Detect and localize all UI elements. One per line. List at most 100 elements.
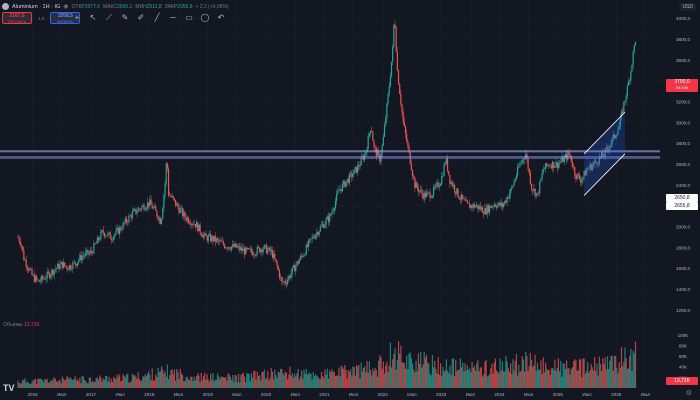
candle-body [87, 250, 89, 255]
horizontal-line-icon[interactable]: ─ [170, 13, 176, 22]
volume-bar [217, 373, 219, 388]
volume-bar [193, 376, 195, 388]
volume-bar [511, 374, 513, 388]
candle-body [360, 157, 362, 166]
candle-body [545, 163, 547, 169]
volume-bar [355, 364, 358, 388]
volume-bar [631, 370, 633, 388]
candle-body [407, 141, 409, 146]
symbol-title[interactable]: Aluminium · 1Н · IG [12, 3, 61, 10]
volume-bar [165, 376, 167, 388]
volume-bar [276, 378, 278, 388]
candle-body [589, 164, 591, 169]
candle-body [263, 245, 265, 249]
volume-bar [424, 357, 426, 388]
volume-bar [326, 368, 328, 388]
candle-body [253, 254, 255, 256]
candle-body [511, 187, 513, 189]
volume-bar [343, 368, 345, 388]
plus-icon[interactable]: + [74, 13, 80, 22]
candle-body [343, 180, 345, 184]
volume-bar [215, 379, 218, 388]
candle-body [632, 51, 634, 65]
volume-bar [375, 369, 377, 388]
candle-body [206, 235, 208, 241]
volume-bar [390, 367, 393, 388]
horizontal-levels[interactable] [0, 150, 660, 159]
volume-bar [247, 373, 249, 388]
candle-body [439, 183, 442, 186]
volume-bar [284, 371, 286, 388]
volume-bar [431, 355, 433, 388]
line-icon[interactable]: ╱ [154, 13, 160, 22]
candle-body [134, 208, 136, 210]
candle-body [183, 212, 185, 217]
time-axis[interactable]: 2016 Июл 2017 Июл 2018 Июл 2019 Июл 2020 Июл 2021 И… [27, 392, 650, 397]
tradingview-logo[interactable]: TV [3, 383, 15, 393]
volume-bar [434, 360, 436, 388]
candle-body [575, 175, 577, 179]
drawing-toolbar: + ↖ ⟋ ✎ ✐ ╱ ─ ▭ ◯ ↶ [72, 13, 226, 23]
volume-legend-value: 13,72K [23, 322, 40, 328]
volume-bar [497, 372, 499, 388]
candle-body [421, 189, 423, 194]
candle-body [552, 161, 554, 169]
volume-bar [559, 371, 561, 388]
volume-bar [344, 364, 346, 388]
candle-body [329, 214, 331, 222]
eye-icon[interactable]: ◉ [63, 4, 69, 10]
volume-bar [90, 382, 93, 388]
brush-icon[interactable]: ✎ [121, 13, 129, 22]
volume-bar [306, 374, 309, 388]
volume-bar [522, 359, 525, 388]
volume-bar [171, 369, 173, 388]
sell-button[interactable]: 2167,5 ПРОДАТЬ [2, 12, 32, 24]
candle-body [29, 268, 31, 271]
candle-body [150, 199, 152, 205]
volume-bar [381, 368, 383, 388]
candle-body [215, 238, 218, 242]
candle-body [538, 192, 540, 194]
volume-bar [180, 373, 183, 388]
candle-body [547, 165, 549, 167]
volume-bar [81, 375, 83, 388]
curve-icon[interactable]: ↶ [217, 13, 225, 22]
volume-bar [456, 371, 458, 388]
gear-icon[interactable]: ⚙ [685, 390, 692, 397]
candle-body [210, 234, 212, 242]
buy-button[interactable]: 1558,5 КУПИТЬ [50, 12, 81, 24]
ellipse-icon[interactable]: ◯ [200, 13, 210, 22]
currency-selector[interactable]: USD [679, 3, 696, 11]
symbol-legend[interactable]: Aluminium · 1Н · IG ◉ ОТКР2577,6 МАКС295… [2, 1, 229, 12]
volume-bar [228, 374, 230, 388]
candle-body [446, 158, 449, 171]
rectangle-icon[interactable]: ▭ [185, 13, 193, 22]
pencil-icon[interactable]: ✐ [137, 13, 145, 22]
candle-body [601, 152, 603, 158]
volume-bar [240, 375, 242, 388]
candle-body [177, 203, 179, 208]
volume-bar [280, 368, 282, 388]
candle-body [567, 152, 569, 160]
candle-body [320, 225, 323, 227]
volume-bar [564, 369, 567, 388]
cursor-icon[interactable]: ↖ [89, 13, 97, 22]
volume-legend[interactable]: Объёмы 13,72K [3, 322, 40, 328]
parallel-channel[interactable] [583, 111, 626, 196]
volume-bar [160, 366, 163, 388]
volume-bar [536, 362, 539, 388]
volume-bar [274, 369, 276, 388]
volume-bar [540, 360, 542, 388]
candle-body [26, 266, 28, 269]
candle-body [109, 232, 111, 239]
volume-bar [490, 368, 492, 388]
candle-body [62, 262, 65, 268]
volume-bar [139, 380, 142, 388]
candle-body [158, 218, 160, 220]
volume-bar [590, 364, 592, 388]
trend-line-icon[interactable]: ⟋ [106, 13, 112, 22]
candle-body [618, 126, 620, 130]
price-axis[interactable]: 4000,03800,03600,03400,03200,03000,02800… [676, 16, 690, 313]
